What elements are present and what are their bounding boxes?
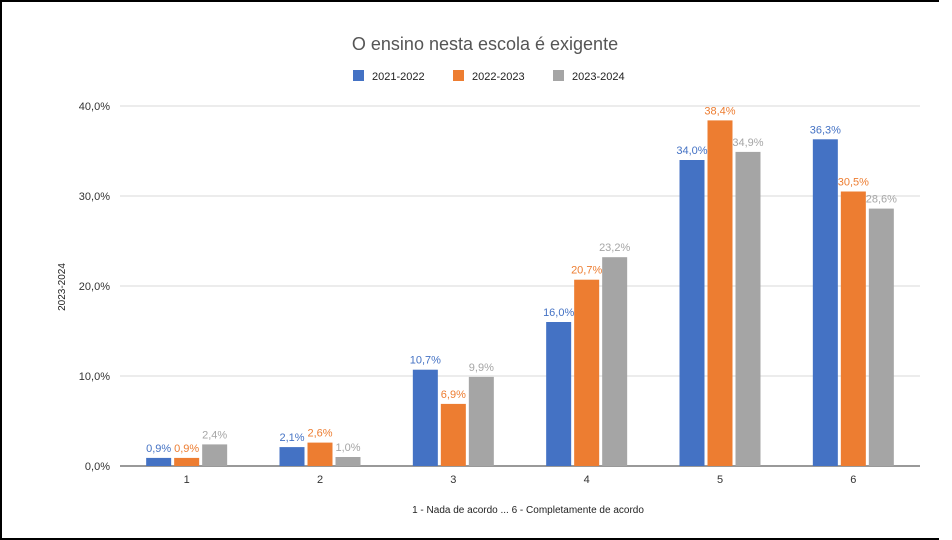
data-label: 2,6% xyxy=(307,428,332,440)
bar-2021-2022-1 xyxy=(146,457,172,466)
data-labels: 0,9% 0,9%2,4% 2,1% 2,6%1,0%10,7%6,9%9,9%16,… xyxy=(146,105,897,455)
x-tick-label: 5 xyxy=(717,474,723,486)
legend-swatch xyxy=(353,70,364,81)
bar-2023-2024-3 xyxy=(468,376,494,466)
bar-2021-2022-2 xyxy=(279,447,305,466)
bar-2022-2023-2 xyxy=(307,442,333,466)
data-label: 1,0% xyxy=(335,442,360,454)
x-tick-label: 4 xyxy=(584,474,590,486)
bar-2021-2022-3 xyxy=(412,369,438,466)
legend-swatch xyxy=(453,70,464,81)
bar-2023-2024-4 xyxy=(602,257,628,466)
data-label: 2,4% xyxy=(202,429,227,441)
data-label: 2,1% xyxy=(279,432,304,444)
bar-2021-2022-5 xyxy=(679,160,705,466)
data-label: 0,9% xyxy=(174,443,199,455)
x-axis-ticks: 1 2 3 4 5 6 xyxy=(184,474,857,486)
bar-2023-2024-2 xyxy=(335,457,361,466)
y-tick-label: 30,0% xyxy=(79,191,110,203)
legend-swatch xyxy=(553,70,564,81)
legend-label: 2022-2023 xyxy=(472,71,525,83)
data-label: 38,4% xyxy=(704,105,735,117)
x-axis-title: 1 - Nada de acordo ... 6 - Completamente… xyxy=(412,505,644,516)
data-label: 9,9% xyxy=(469,362,494,374)
data-label: 30,5% xyxy=(838,177,869,189)
y-tick-label: 10,0% xyxy=(79,371,110,383)
data-label: 6,9% xyxy=(441,389,466,401)
y-axis-title: 2023-2024 xyxy=(57,263,68,311)
y-axis-ticks: 0,0% 10,0% 20,0% 30,0% 40,0% xyxy=(79,101,110,473)
right-margin xyxy=(939,0,952,540)
y-tick-label: 40,0% xyxy=(79,101,110,113)
bar-2023-2024-6 xyxy=(868,208,894,466)
chart-title: O ensino nesta escola é exigente xyxy=(352,34,618,54)
x-tick-label: 3 xyxy=(450,474,456,486)
bar-2022-2023-5 xyxy=(707,120,733,467)
data-label: 20,7% xyxy=(571,265,602,277)
data-label: 0,9% xyxy=(146,443,171,455)
x-tick-label: 2 xyxy=(317,474,323,486)
bar-2021-2022-6 xyxy=(812,139,838,467)
y-tick-label: 0,0% xyxy=(85,461,110,473)
bar-2023-2024-5 xyxy=(735,151,761,466)
legend-label: 2021-2022 xyxy=(372,71,425,83)
gridlines xyxy=(120,105,920,467)
bar-2022-2023-4 xyxy=(574,279,600,466)
data-label: 28,6% xyxy=(866,194,897,206)
legend: 2021-2022 2022-2023 2023-2024 xyxy=(353,70,625,83)
bar-2022-2023-1 xyxy=(174,457,200,466)
x-tick-label: 6 xyxy=(850,474,856,486)
x-tick-label: 1 xyxy=(184,474,190,486)
bar-2022-2023-6 xyxy=(840,191,866,466)
data-label: 23,2% xyxy=(599,242,630,254)
data-label: 36,3% xyxy=(810,124,841,136)
data-label: 16,0% xyxy=(543,307,574,319)
legend-label: 2023-2024 xyxy=(572,71,625,83)
data-label: 34,0% xyxy=(676,145,707,157)
data-label: 34,9% xyxy=(732,137,763,149)
y-tick-label: 20,0% xyxy=(79,281,110,293)
bar-2022-2023-3 xyxy=(440,403,466,466)
bar-2023-2024-1 xyxy=(202,444,228,466)
data-label: 10,7% xyxy=(410,355,441,367)
bar-2021-2022-4 xyxy=(546,322,572,466)
bars xyxy=(146,120,894,467)
